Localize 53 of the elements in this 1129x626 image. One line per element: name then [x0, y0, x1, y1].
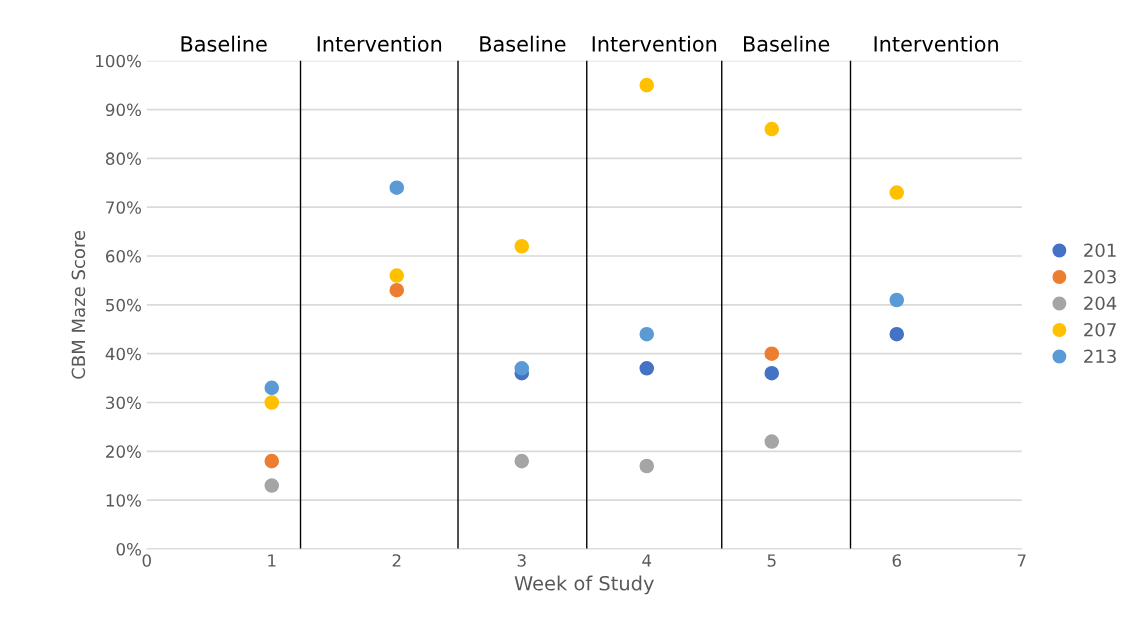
text: Baseline: [480, 35, 566, 52]
y-tick-label: 50%: [106, 298, 141, 312]
x-tick-label: 6: [892, 554, 901, 567]
y-axis-title: CBM Maze Score: [71, 230, 86, 379]
legend-label: 203: [1084, 269, 1116, 284]
y-tick-label: 100%: [96, 54, 141, 68]
point: [764, 434, 780, 449]
y-tick-label: 40%: [105, 347, 141, 361]
x-tick-label: 4: [642, 554, 652, 567]
legend-label: 204: [1084, 296, 1117, 311]
point: [264, 395, 280, 410]
point: [639, 326, 655, 342]
x-tick-label: 1: [268, 554, 276, 567]
x-tick-label: 0: [142, 554, 151, 567]
point: [264, 478, 280, 493]
text: Baseline: [181, 35, 267, 52]
y-tick-label: 0%: [116, 542, 141, 556]
x-tick-label: 2: [392, 554, 401, 567]
point: [889, 326, 905, 342]
y-tick-label: 60%: [106, 250, 141, 263]
point: [264, 453, 280, 469]
y-tick-label: 70%: [106, 201, 141, 214]
y-tick-label: 10%: [106, 494, 141, 507]
point: [389, 282, 405, 298]
text: Baseline: [744, 35, 830, 52]
point: [514, 361, 530, 376]
point: [889, 292, 905, 308]
y-tick-label: 30%: [106, 396, 141, 410]
text: Intervention: [317, 35, 442, 52]
y-tick-label: 20%: [106, 445, 141, 458]
y-tick-label: 80%: [105, 152, 141, 165]
point: [514, 453, 530, 469]
point: [264, 380, 280, 396]
point: [389, 268, 405, 283]
point: [389, 180, 405, 195]
x-tick-label: 3: [517, 554, 526, 567]
point: [764, 346, 780, 361]
x-tick-label: 7: [1017, 554, 1026, 567]
x-axis-title: Week of Study: [514, 575, 654, 595]
point: [639, 458, 655, 474]
legend-label: 213: [1084, 349, 1116, 364]
point: [764, 365, 780, 381]
point: [764, 121, 780, 137]
legend-label: 201: [1084, 243, 1116, 258]
point: [514, 238, 530, 254]
text: Intervention: [592, 35, 717, 52]
point: [889, 185, 905, 200]
point: [639, 77, 655, 93]
x-tick-label: 5: [767, 554, 776, 567]
point: [639, 361, 655, 376]
text: Intervention: [874, 35, 998, 52]
legend-label: 207: [1084, 322, 1116, 337]
y-tick-label: 90%: [105, 103, 141, 117]
